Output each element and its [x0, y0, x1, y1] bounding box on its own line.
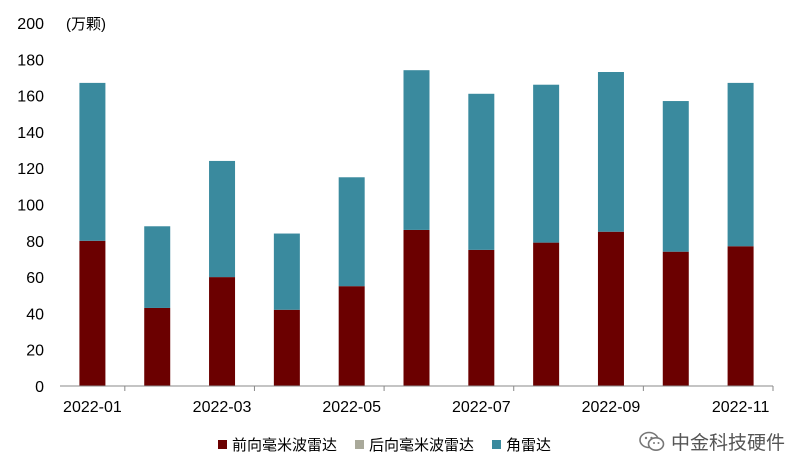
y-tick-label: 40 — [26, 306, 44, 323]
bar-segment-series-2 — [597, 72, 624, 232]
x-tick-label: 2022-01 — [63, 399, 122, 416]
bar-segment-series-0 — [403, 229, 430, 386]
unit-label: (万颗) — [66, 16, 106, 33]
legend: 前向毫米波雷达 后向毫米波雷达 角雷达 — [218, 434, 551, 455]
bar-segment-series-2 — [338, 177, 365, 287]
bar-segment-series-0 — [468, 249, 495, 386]
x-tick-label: 2022-11 — [712, 399, 770, 416]
bar-segment-series-2 — [209, 160, 236, 278]
x-tick-label: 2022-07 — [452, 399, 511, 416]
legend-item-corner-radar: 角雷达 — [492, 434, 551, 455]
y-tick-label: 20 — [26, 343, 44, 360]
bar-segment-series-0 — [597, 231, 624, 386]
bar-segment-series-2 — [273, 233, 300, 310]
bar-segment-series-0 — [209, 277, 236, 386]
bar-segment-series-0 — [533, 242, 560, 386]
legend-label-rear-radar: 后向毫米波雷达 — [369, 437, 475, 454]
bar-segment-series-0 — [273, 309, 300, 386]
y-tick-label: 180 — [17, 52, 44, 69]
bar-segment-series-2 — [533, 84, 560, 243]
watermark-text: 中金科技硬件 — [670, 432, 785, 454]
legend-swatch-front-radar — [218, 440, 227, 449]
x-tick-label: 2022-03 — [193, 399, 252, 416]
bar-segment-series-0 — [727, 246, 754, 386]
y-axis-ticks: 0 20 40 60 80 100 120 140 160 180 200 — [17, 16, 44, 396]
bar-segment-series-2 — [662, 101, 689, 252]
bar-segment-series-0 — [662, 251, 689, 386]
bars — [79, 70, 754, 386]
wechat-icon — [639, 431, 665, 451]
y-tick-label: 120 — [17, 161, 44, 178]
y-tick-label: 140 — [17, 125, 44, 142]
legend-item-front-radar: 前向毫米波雷达 — [218, 434, 337, 455]
bar-segment-series-2 — [144, 226, 171, 308]
y-tick-label: 200 — [17, 16, 44, 33]
y-tick-label: 100 — [17, 198, 44, 215]
watermark: 中金科技硬件 — [639, 428, 785, 455]
x-axis-ticks: 2022-01 2022-03 2022-05 2022-07 2022-09 2022-… — [63, 386, 774, 416]
bar-segment-series-2 — [727, 82, 754, 247]
x-tick-label: 2022-05 — [322, 399, 381, 416]
bar-segment-series-2 — [79, 82, 106, 241]
legend-swatch-corner-radar — [492, 440, 502, 449]
y-tick-label: 0 — [35, 379, 44, 396]
bar-segment-series-2 — [403, 70, 430, 230]
legend-label-corner-radar: 角雷达 — [506, 437, 552, 454]
legend-label-front-radar: 前向毫米波雷达 — [232, 437, 338, 454]
bar-segment-series-0 — [79, 240, 106, 386]
bar-segment-series-2 — [468, 93, 495, 250]
bar-segment-series-0 — [144, 307, 171, 386]
legend-item-rear-radar: 后向毫米波雷达 — [355, 434, 474, 455]
legend-swatch-rear-radar — [355, 440, 365, 449]
y-tick-label: 60 — [26, 270, 44, 287]
x-tick-label: 2022-09 — [582, 399, 641, 416]
y-tick-label: 80 — [26, 234, 44, 251]
bar-segment-series-0 — [338, 286, 365, 386]
y-tick-label: 160 — [17, 89, 44, 106]
